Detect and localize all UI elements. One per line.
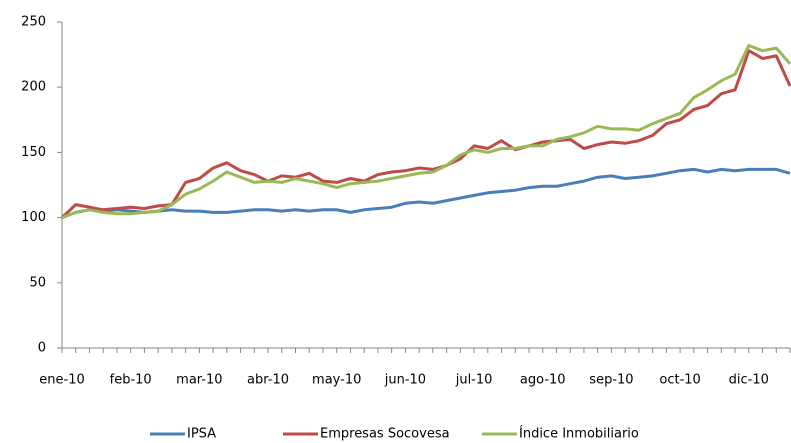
- legend-label: Índice Inmobiliario: [519, 426, 639, 442]
- x-tick-label: mar-10: [176, 373, 222, 388]
- x-tick-label: abr-10: [247, 373, 289, 388]
- line-series: [60, 49, 791, 219]
- x-tick-label: ago-10: [520, 373, 566, 388]
- x-tick-label: may-10: [312, 373, 361, 388]
- y-tick-label: 100: [21, 210, 46, 225]
- y-tick-label: 250: [21, 15, 46, 30]
- legend-label: Empresas Socovesa: [320, 427, 450, 442]
- y-tick-label: 150: [21, 145, 46, 160]
- x-tick-label: ene-10: [39, 373, 84, 388]
- line-series: [61, 167, 791, 220]
- legend-label: IPSA: [187, 427, 216, 442]
- y-tick-label: 50: [29, 275, 46, 290]
- y-tick-label: 200: [21, 80, 46, 95]
- x-tick-label: jun-10: [384, 373, 426, 388]
- x-tick-label: dic-10: [729, 373, 769, 388]
- line-series: [61, 44, 791, 220]
- x-tick-label: oct-10: [659, 373, 700, 388]
- x-tick-label: sep-10: [589, 373, 633, 388]
- y-tick-label: 0: [38, 341, 46, 356]
- x-tick-label: feb-10: [110, 373, 152, 388]
- x-tick-label: jul-10: [455, 373, 493, 388]
